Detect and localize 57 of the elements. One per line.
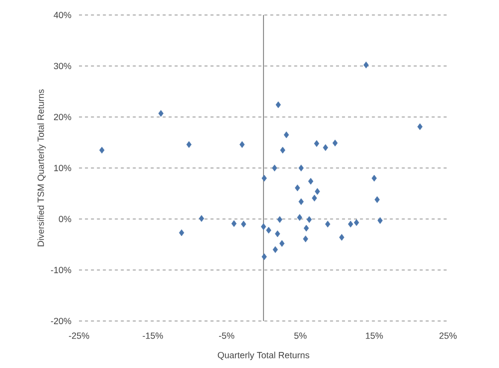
point (298, 164, 304, 172)
point (314, 188, 320, 195)
point (280, 146, 286, 154)
point (276, 101, 281, 108)
point (339, 234, 344, 241)
point (417, 123, 423, 130)
point (308, 178, 314, 185)
point (297, 214, 302, 221)
point (306, 216, 312, 223)
point (322, 144, 328, 151)
y-tick-label: -10% (50, 266, 72, 274)
y-tick-label: 30% (54, 62, 72, 70)
point (231, 220, 237, 227)
point (374, 196, 380, 204)
point (277, 216, 282, 223)
point (284, 131, 289, 138)
point (298, 198, 304, 206)
y-axis-title: Diversified TSM Quarterly Total Returns (37, 89, 46, 246)
point (262, 174, 267, 182)
point (363, 62, 369, 68)
point (272, 246, 278, 253)
point (178, 229, 184, 236)
y-tick-label: 20% (54, 114, 72, 120)
point (240, 220, 246, 228)
point (198, 215, 204, 222)
point (294, 184, 300, 192)
point (354, 219, 360, 226)
point (325, 220, 330, 228)
x-tick-label: -25% (68, 332, 90, 339)
point (372, 174, 377, 182)
point (312, 194, 318, 202)
y-tick-label: -20% (50, 318, 72, 324)
point (262, 253, 267, 260)
x-tick-label: -15% (142, 332, 163, 339)
point (260, 223, 266, 230)
y-tick-label: 40% (54, 12, 72, 18)
y-tick-label: 10% (54, 164, 72, 172)
point (378, 217, 383, 224)
y-tick-label: 0% (58, 216, 72, 222)
point (186, 141, 192, 148)
point (274, 230, 280, 238)
point (272, 164, 278, 172)
point (158, 110, 164, 117)
point (348, 220, 354, 228)
point (302, 236, 308, 242)
x-tick-label: 15% (366, 332, 383, 339)
point (304, 224, 309, 232)
x-axis-title: Quarterly Total Returns (218, 352, 310, 360)
point (240, 141, 245, 148)
x-tick-label: -5% (219, 332, 234, 339)
point (314, 140, 320, 147)
x-tick-label: 5% (294, 332, 307, 339)
point (99, 146, 104, 154)
point (279, 240, 285, 247)
x-tick-label: 25% (439, 332, 457, 339)
point (332, 140, 338, 146)
point (266, 226, 272, 234)
